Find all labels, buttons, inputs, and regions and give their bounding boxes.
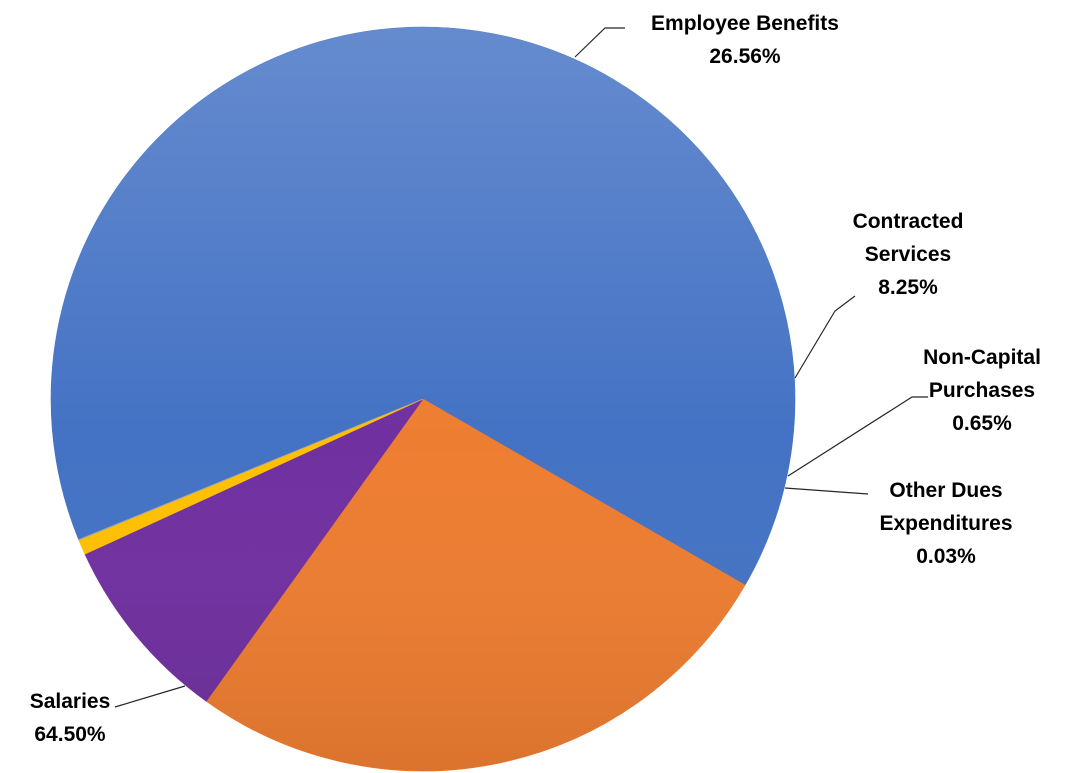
data-label-category: Contracted xyxy=(853,210,964,233)
data-label-value: 0.65% xyxy=(952,412,1012,435)
data-label-value: 26.56% xyxy=(709,45,781,68)
leader-lines xyxy=(114,27,928,708)
data-label: Contracted Services 8.25% xyxy=(853,210,964,299)
pie-slices xyxy=(50,26,796,772)
data-label-category: Expenditures xyxy=(879,512,1012,535)
data-label-category: Employee Benefits xyxy=(651,12,839,35)
data-label: Salaries 64.50% xyxy=(30,690,111,746)
data-label-value: 0.03% xyxy=(916,545,976,568)
data-label-value: 8.25% xyxy=(878,276,938,299)
data-label: Non-Capital Purchases 0.65% xyxy=(923,346,1041,435)
data-label: Other Dues Expenditures 0.03% xyxy=(879,479,1012,568)
leader-line xyxy=(114,685,186,708)
data-label-category: Purchases xyxy=(929,379,1035,402)
leader-line xyxy=(574,27,625,58)
leader-line xyxy=(784,487,869,495)
data-label: Employee Benefits 26.56% xyxy=(651,12,839,68)
leader-line xyxy=(787,396,928,477)
data-label-value: 64.50% xyxy=(34,723,106,746)
data-labels: Salaries 64.50% Employee Benefits 26.56% Con… xyxy=(30,12,1041,746)
data-label-category: Services xyxy=(865,243,951,266)
data-label-category: Other Dues xyxy=(889,479,1002,502)
data-label-category: Salaries xyxy=(30,690,111,713)
leader-line xyxy=(794,295,856,379)
data-label-category: Non-Capital xyxy=(923,346,1041,369)
